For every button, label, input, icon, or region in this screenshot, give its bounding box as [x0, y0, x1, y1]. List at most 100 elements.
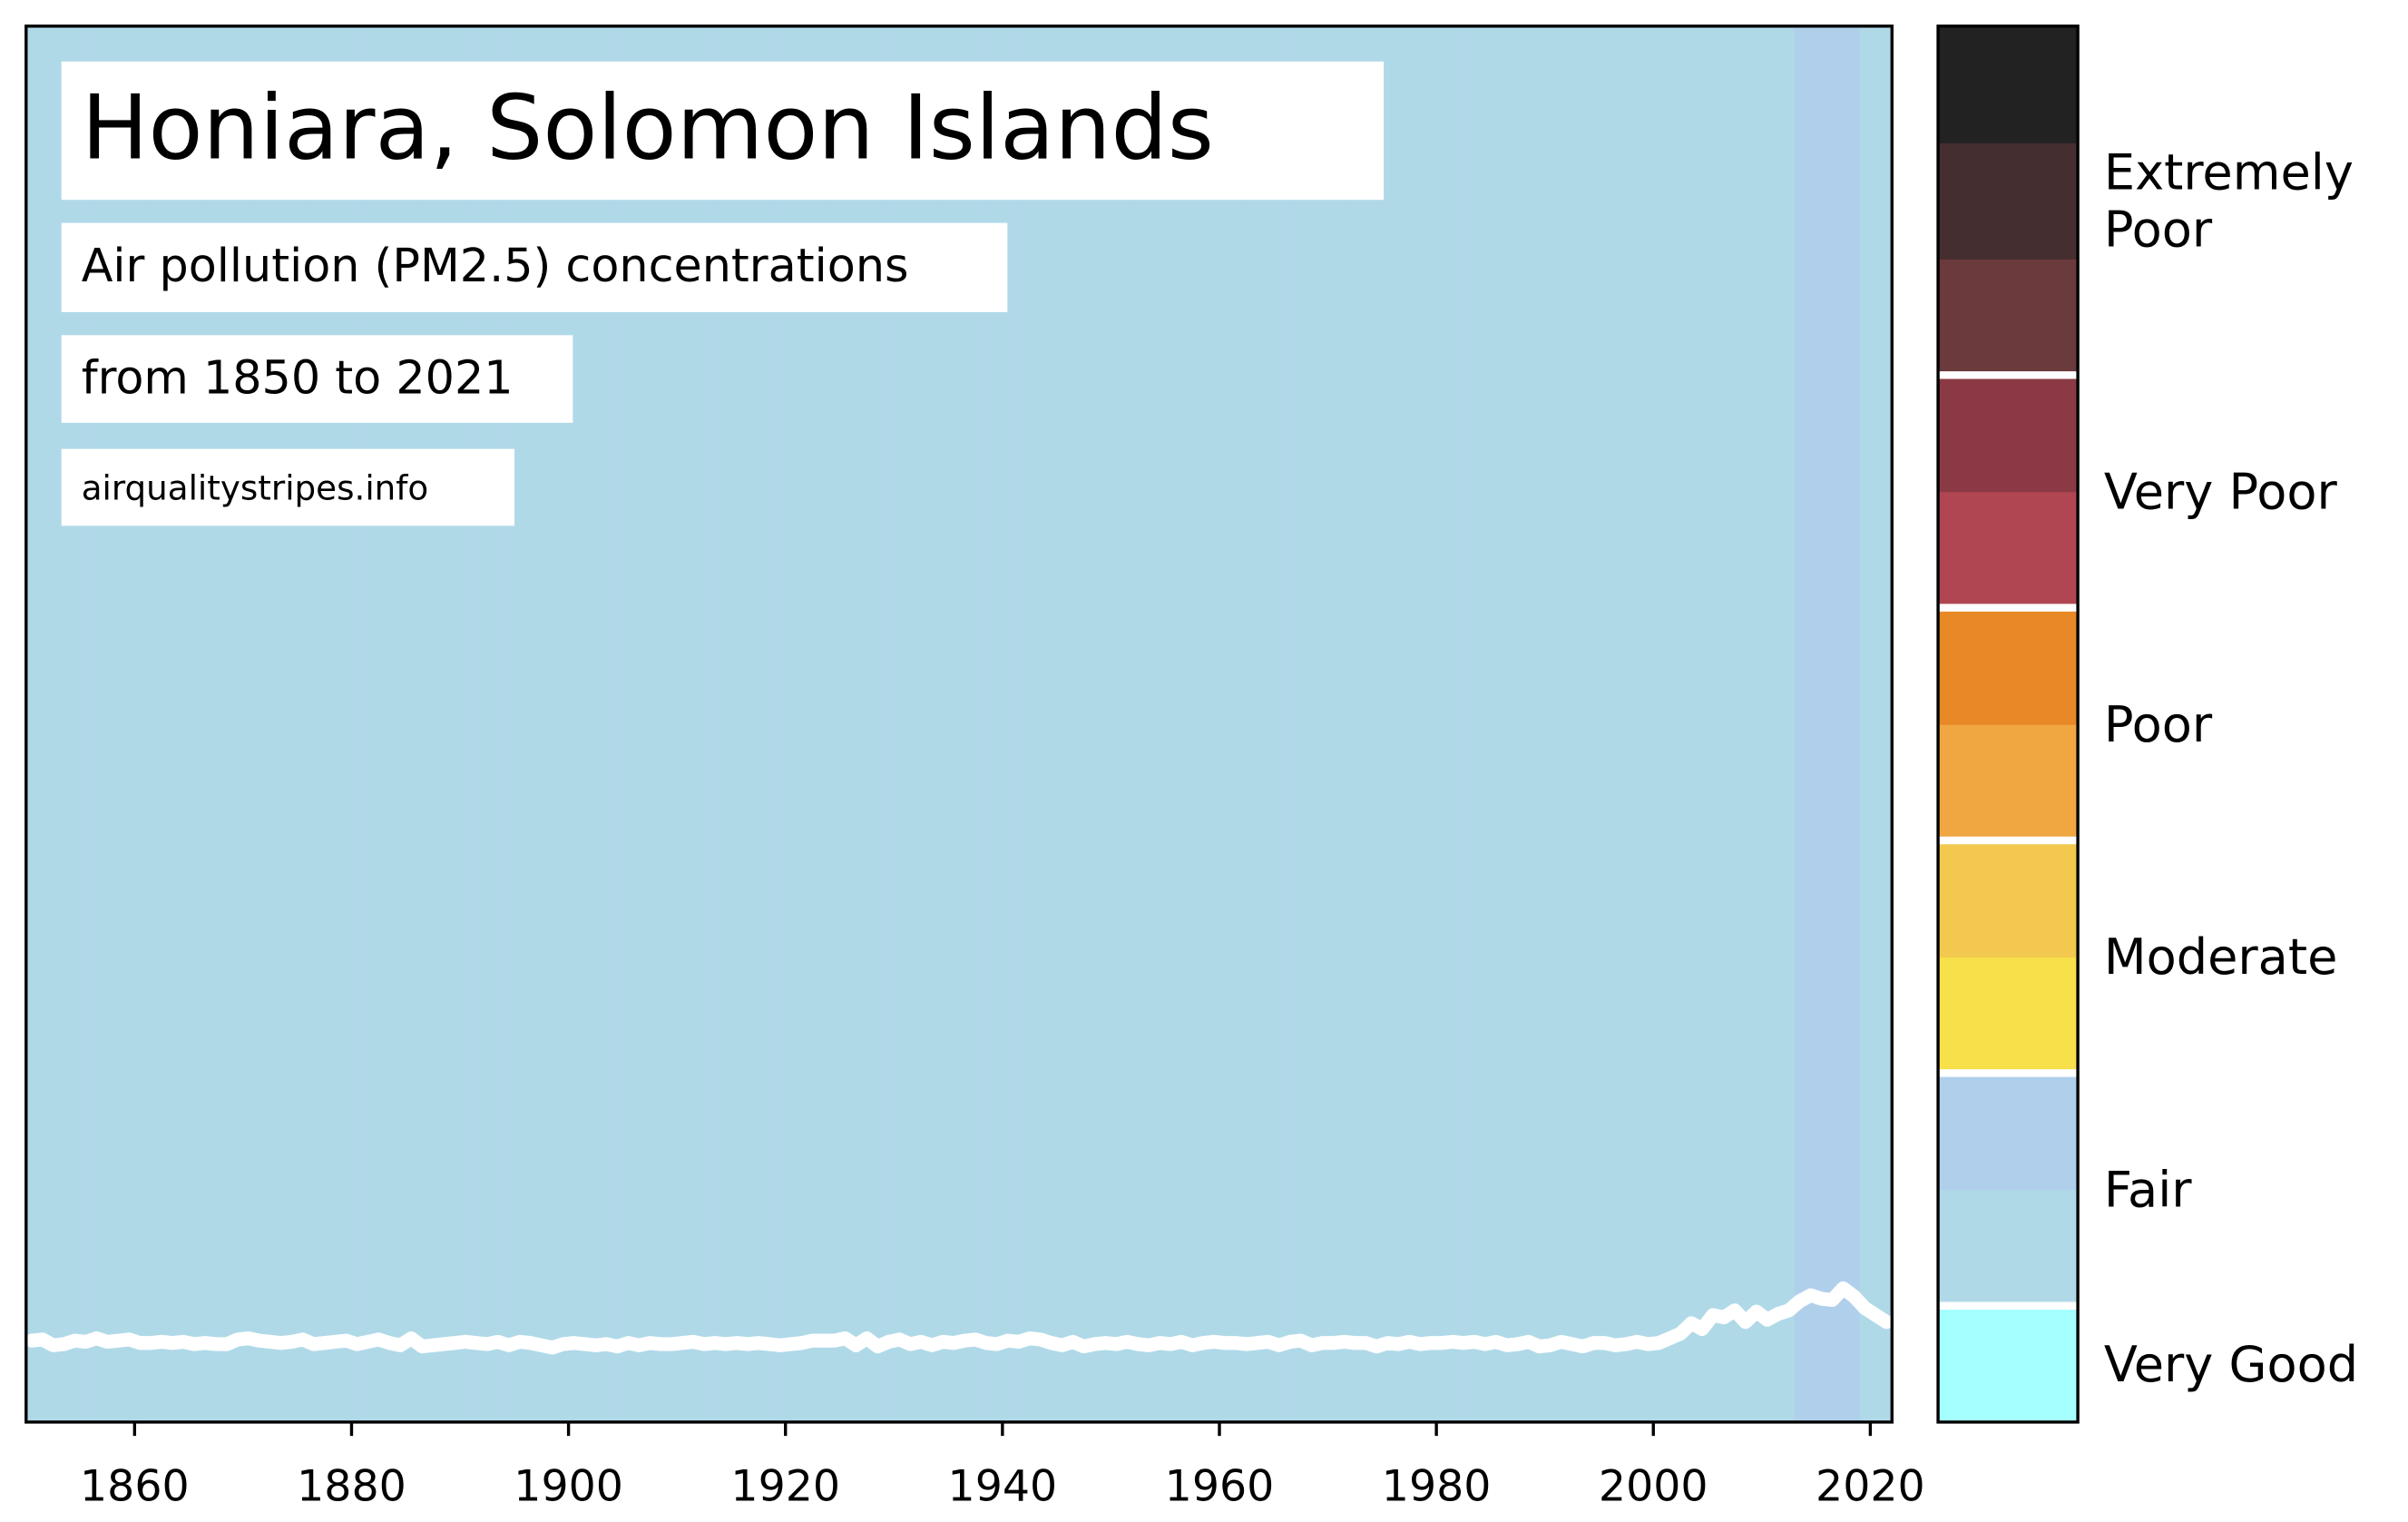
- stripe: [1728, 25, 1741, 1422]
- stripe: [1533, 25, 1546, 1422]
- stripe: [969, 25, 982, 1422]
- colorbar-segment: [1938, 607, 2079, 725]
- stripe: [1490, 25, 1503, 1422]
- stripe: [1198, 25, 1210, 1422]
- stripe: [1697, 25, 1709, 1422]
- stripe: [1772, 25, 1785, 1422]
- stripe: [1425, 25, 1438, 1422]
- stripe: [1143, 25, 1156, 1422]
- colorbar-label: Extremely Poor: [2104, 144, 2354, 259]
- stripe: [1837, 25, 1850, 1422]
- stripe: [1187, 25, 1199, 1422]
- stripe: [1209, 25, 1221, 1422]
- colorbar-segment: [1938, 259, 2079, 377]
- x-tick-label: 2000: [1599, 1461, 1708, 1511]
- stripe: [1642, 25, 1655, 1422]
- stripe: [1382, 25, 1395, 1422]
- stripe: [1414, 25, 1427, 1422]
- stripe: [1121, 25, 1134, 1422]
- source-text: airqualitystripes.info: [82, 468, 428, 508]
- stripe: [1327, 25, 1340, 1422]
- stripe: [839, 25, 852, 1422]
- stripe: [1555, 25, 1568, 1422]
- stripe: [1631, 25, 1644, 1422]
- stripe: [1034, 25, 1047, 1422]
- stripe: [601, 25, 613, 1422]
- stripe: [1295, 25, 1307, 1422]
- stripe: [1132, 25, 1145, 1422]
- stripe: [807, 25, 819, 1422]
- stripe: [579, 25, 592, 1422]
- stripe: [959, 25, 972, 1422]
- series-line: [24, 1281, 1894, 1355]
- colorbar-segment: [1938, 1305, 2079, 1423]
- stripe: [1794, 25, 1806, 1422]
- colorbar-segment: [1938, 1073, 2079, 1191]
- colorbar-label: Very Poor: [2104, 463, 2338, 520]
- colorbar-segment: [1938, 25, 2079, 143]
- colorbar-segment: [1938, 375, 2079, 493]
- colorbar-label: Very Good: [2104, 1336, 2358, 1393]
- stripe: [1447, 25, 1460, 1422]
- x-tick-label: 1960: [1165, 1461, 1275, 1511]
- stripe: [677, 25, 690, 1422]
- lines: [24, 1281, 1894, 1355]
- stripe: [1154, 25, 1167, 1422]
- stripe: [796, 25, 808, 1422]
- stripe: [666, 25, 679, 1422]
- stripe: [774, 25, 787, 1422]
- stripe: [1859, 25, 1872, 1422]
- stripe: [36, 25, 49, 1422]
- x-tick-label: 1940: [948, 1461, 1058, 1511]
- colorbar-segment: [1938, 840, 2079, 958]
- stripe: [926, 25, 939, 1422]
- stripe: [861, 25, 874, 1422]
- stripe: [905, 25, 917, 1422]
- x-tick-label: 1900: [514, 1461, 623, 1511]
- stripe: [1848, 25, 1861, 1422]
- period-text: from 1850 to 2021: [82, 351, 514, 405]
- stripe: [1761, 25, 1774, 1422]
- stripe: [1176, 25, 1189, 1422]
- title-block: Honiara, Solomon Islands Air pollution (…: [61, 61, 1385, 526]
- stripe: [1013, 25, 1025, 1422]
- colorbar-segment: [1938, 491, 2079, 609]
- colorbar-frame: [1936, 25, 2080, 1424]
- stripe: [1317, 25, 1329, 1422]
- stripe: [1544, 25, 1557, 1422]
- stripe: [1750, 25, 1763, 1422]
- stripe: [1338, 25, 1351, 1422]
- x-tick-label: 1880: [297, 1461, 406, 1511]
- stripe: [25, 25, 38, 1422]
- stripe: [1023, 25, 1036, 1422]
- stripe: [1739, 25, 1752, 1422]
- stripe: [1620, 25, 1633, 1422]
- colorbar-segment: [1938, 723, 2079, 841]
- stripe: [1870, 25, 1883, 1422]
- title-box: [61, 61, 1385, 201]
- stripe: [763, 25, 776, 1422]
- stripe: [1664, 25, 1677, 1422]
- stripe: [1284, 25, 1297, 1422]
- stripe: [1599, 25, 1611, 1422]
- stripe: [590, 25, 602, 1422]
- stripe: [1393, 25, 1405, 1422]
- colorbar: Very Good Fair Moderate Poor Very Poor Extrem…: [1936, 25, 2358, 1424]
- period-box: [61, 335, 573, 423]
- colorbar-segment: [1938, 1189, 2079, 1307]
- x-tick-label: 1980: [1382, 1461, 1492, 1511]
- stripe: [1371, 25, 1384, 1422]
- stripe: [1436, 25, 1449, 1422]
- stripe: [1479, 25, 1492, 1422]
- stripe: [1826, 25, 1839, 1422]
- stripe: [1610, 25, 1622, 1422]
- stripe: [828, 25, 841, 1422]
- stripe: [710, 25, 722, 1422]
- stripe: [1512, 25, 1524, 1422]
- stripe: [633, 25, 646, 1422]
- colorbar-segment: [1938, 142, 2079, 260]
- stripe: [699, 25, 711, 1422]
- stripe: [1588, 25, 1600, 1422]
